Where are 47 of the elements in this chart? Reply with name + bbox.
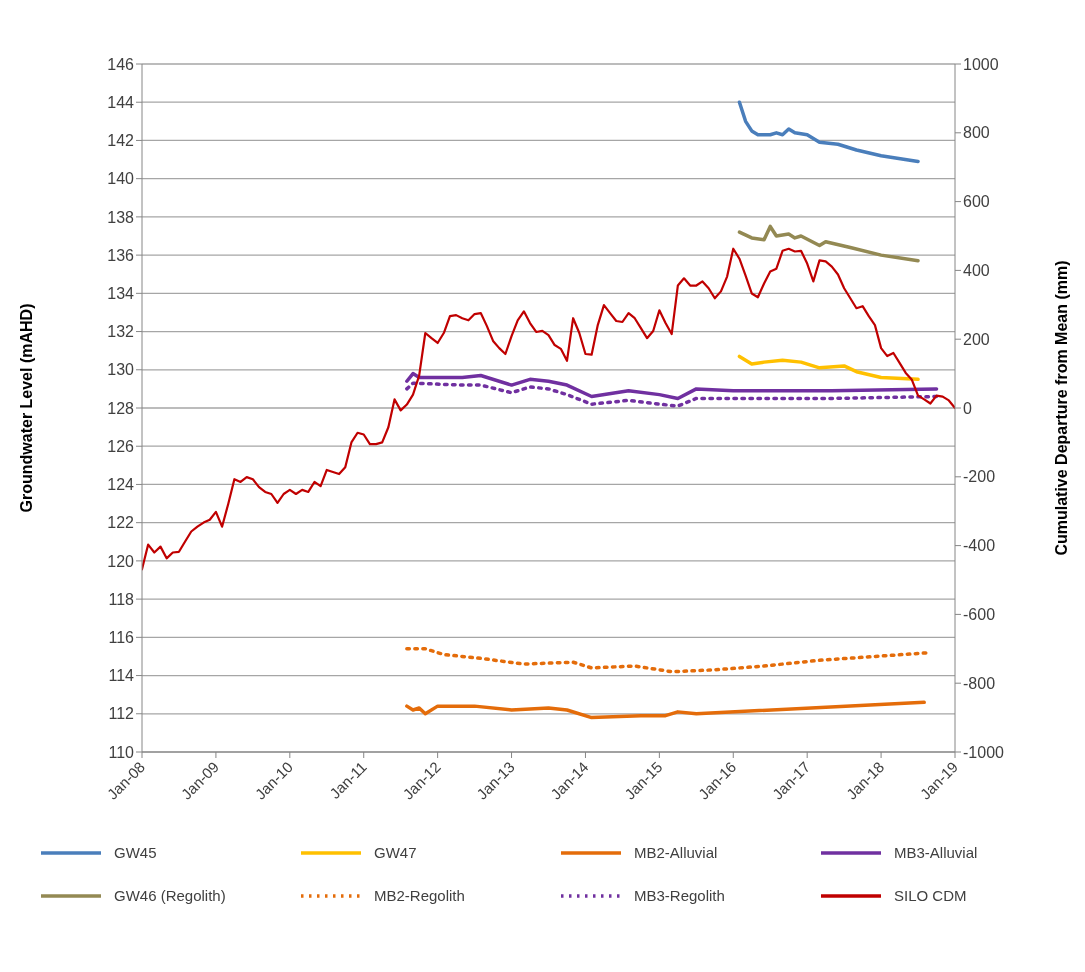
y2-axis-title: Cumulative Departure from Mean (mm) bbox=[1052, 260, 1070, 556]
y2-tick-label: 0 bbox=[963, 399, 972, 417]
line-series bbox=[405, 700, 926, 720]
y2-tick-label: -800 bbox=[963, 674, 996, 692]
y-tick-label: 128 bbox=[107, 399, 135, 417]
y-tick-label: 146 bbox=[107, 55, 135, 73]
y2-tick-label: -200 bbox=[963, 468, 996, 486]
legend-label: SILO CDM bbox=[894, 887, 967, 904]
y-tick-label: 144 bbox=[107, 93, 135, 111]
legend-label: GW47 bbox=[374, 844, 417, 861]
line-series bbox=[142, 247, 955, 571]
legend-label: MB3-Regolith bbox=[634, 887, 725, 904]
line-series bbox=[405, 381, 939, 408]
legend-label: MB3-Alluvial bbox=[894, 844, 978, 861]
y-tick-label: 116 bbox=[108, 629, 135, 647]
y2-tick-label: -600 bbox=[963, 606, 996, 624]
y-tick-label: 126 bbox=[107, 437, 135, 455]
legend-label: GW45 bbox=[114, 844, 157, 861]
y2-tick-label: 200 bbox=[963, 330, 990, 348]
y-tick-label: 136 bbox=[107, 246, 135, 264]
y-tick-label: 142 bbox=[107, 132, 135, 150]
y-tick-label: 130 bbox=[107, 361, 135, 379]
y-tick-label: 140 bbox=[107, 170, 135, 188]
line-series bbox=[405, 371, 939, 401]
y-tick-label: 124 bbox=[107, 476, 135, 494]
y-tick-label: 112 bbox=[108, 705, 135, 723]
y-tick-label: 134 bbox=[107, 285, 135, 303]
y2-tick-label: 800 bbox=[963, 124, 990, 142]
y-tick-label: 138 bbox=[107, 208, 135, 226]
y2-tick-label: 1000 bbox=[963, 55, 999, 73]
line-series bbox=[737, 354, 920, 382]
legend-label: GW46 (Regolith) bbox=[114, 887, 226, 904]
y2-tick-label: -1000 bbox=[963, 743, 1005, 761]
y-tick-label: 118 bbox=[108, 590, 135, 608]
y-tick-label: 120 bbox=[107, 552, 135, 570]
y-tick-label: 132 bbox=[107, 323, 135, 341]
legend-label: MB2-Alluvial bbox=[634, 844, 718, 861]
y-tick-label: 114 bbox=[108, 667, 135, 685]
line-series bbox=[737, 224, 920, 263]
legend-label: MB2-Regolith bbox=[374, 887, 465, 904]
y-axis-title: Groundwater Level (mAHD) bbox=[17, 303, 35, 513]
y-tick-label: 122 bbox=[107, 514, 135, 532]
y-tick-label: 110 bbox=[108, 743, 135, 761]
y2-tick-label: 600 bbox=[963, 193, 990, 211]
line-series bbox=[737, 100, 920, 164]
y2-tick-label: -400 bbox=[963, 537, 996, 555]
y2-tick-label: 400 bbox=[963, 262, 990, 280]
